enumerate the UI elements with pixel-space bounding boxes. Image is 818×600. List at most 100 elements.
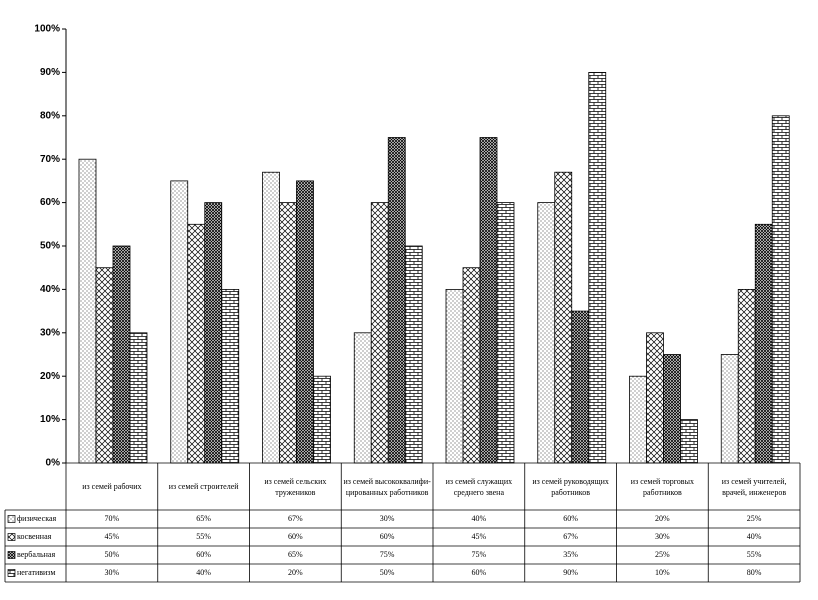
bar [404,245,423,464]
legend-label: физическая [17,514,57,523]
bar [680,419,698,464]
y-tick-label: 10% [40,414,60,425]
bar [646,332,664,464]
y-tick-label: 100% [34,24,60,35]
bar [754,223,773,464]
x-tick-label: из семей учителей, врачей, инженеров [721,476,787,497]
data-label: 50% [105,550,120,559]
bar [262,171,280,464]
x-tick-label: из семей торговых работников [630,476,694,497]
y-tick-label: 70% [40,154,60,165]
category-cell: из семей высококвалифи-цированных работн… [343,476,431,497]
bar [279,202,297,464]
category-cell: из семей рабочих [82,482,142,491]
bar [296,180,314,464]
data-label: 20% [655,514,670,523]
x-tick-label: из семей сельских тружеников [264,476,327,497]
legend-swatch [7,533,16,541]
y-tick-label: 20% [40,371,60,382]
bar [720,354,739,464]
y-tick-label: 90% [40,67,60,78]
y-tick-label: 40% [40,284,60,295]
data-label: 65% [288,550,303,559]
data-label: 40% [196,568,211,577]
bar [496,202,515,464]
data-label: 10% [655,568,670,577]
bar [571,310,590,464]
legend-swatch [7,569,16,577]
data-label: 35% [563,550,578,559]
data-label: 25% [655,550,670,559]
data-label: 30% [105,568,120,577]
legend-label: вербальная [17,550,55,559]
y-tick-label: 60% [40,197,60,208]
y-tick-label: 30% [40,327,60,338]
data-label: 75% [380,550,395,559]
data-label: 75% [472,550,487,559]
data-label: 50% [380,568,395,577]
legend-swatch [7,551,16,559]
y-tick-label: 50% [40,241,60,252]
bar [78,158,97,464]
y-tick-label: 80% [40,110,60,121]
data-label: 40% [747,532,762,541]
data-label: 20% [288,568,303,577]
bar [187,223,206,464]
data-label: 70% [105,514,120,523]
data-label: 25% [747,514,762,523]
data-label: 45% [105,532,120,541]
data-label: 60% [196,550,211,559]
category-cell: из семей торговых работников [630,476,694,497]
data-label: 55% [196,532,211,541]
data-label: 65% [196,514,211,523]
bar [204,202,223,464]
x-tick-label: из семей высококвалифи-цированных работн… [343,476,431,497]
x-tick-label: из семей руководящих работников [532,476,609,497]
bar [629,375,647,464]
x-tick-label: из семей строителей [168,482,239,491]
category-cell: из семей учителей, врачей, инженеров [721,476,787,497]
legend-label: негативизм [17,568,55,577]
x-tick-label: из семей служащих среднего звена [445,476,513,497]
bar [95,267,114,464]
data-label: 67% [563,532,578,541]
legend-label: косвенная [17,532,52,541]
bar [771,115,790,464]
data-label: 40% [472,514,487,523]
bar [554,171,573,464]
bar [221,288,240,464]
bar [353,332,372,464]
bar [170,180,189,464]
data-label: 60% [380,532,395,541]
data-label: 90% [563,568,578,577]
data-label: 30% [655,532,670,541]
bar [445,288,464,464]
data-label: 60% [563,514,578,523]
data-label: 45% [472,532,487,541]
category-cell: из семей строителей [168,482,239,491]
category-cell: из семей руководящих работников [532,476,609,497]
bar [663,354,681,464]
y-tick-label: 0% [46,458,61,469]
bar [370,202,389,464]
data-label: 67% [288,514,303,523]
data-label: 30% [380,514,395,523]
bar [479,137,498,464]
bar [387,137,406,464]
bar [129,332,148,464]
bar [112,245,131,464]
bar [588,72,607,464]
bar [462,267,481,464]
data-label: 60% [472,568,487,577]
bar [313,375,331,464]
category-cell: из семей сельских тружеников [264,476,327,497]
legend-swatch [7,515,16,523]
data-label: 60% [288,532,303,541]
x-tick-label: из семей рабочих [82,482,142,491]
data-label: 80% [747,568,762,577]
category-cell: из семей служащих среднего звена [445,476,513,497]
bar [737,288,756,464]
bar [537,202,556,464]
data-label: 55% [747,550,762,559]
